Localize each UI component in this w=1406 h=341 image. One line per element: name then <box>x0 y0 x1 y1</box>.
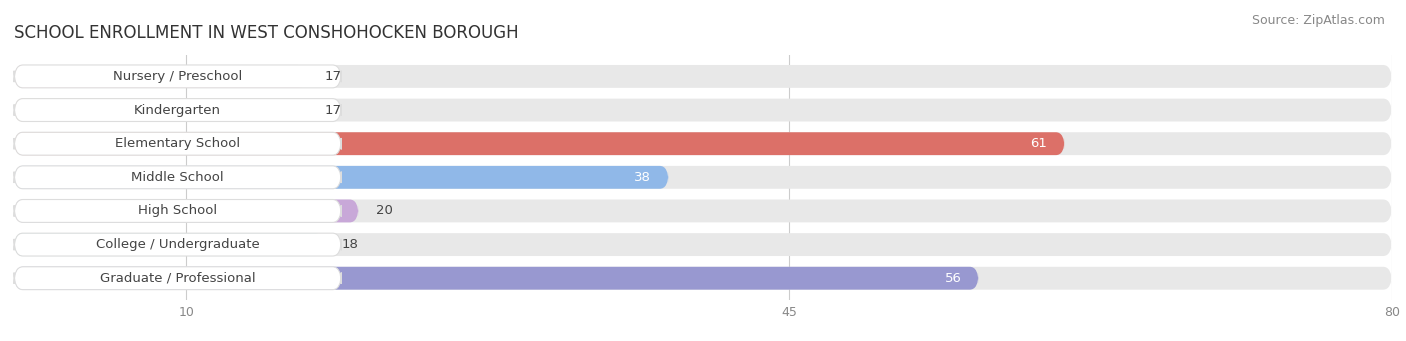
FancyBboxPatch shape <box>14 267 342 290</box>
Text: College / Undergraduate: College / Undergraduate <box>96 238 260 251</box>
FancyBboxPatch shape <box>14 267 979 290</box>
FancyBboxPatch shape <box>14 199 1392 222</box>
FancyBboxPatch shape <box>14 199 359 222</box>
FancyBboxPatch shape <box>14 99 1392 121</box>
FancyBboxPatch shape <box>14 233 1392 256</box>
FancyBboxPatch shape <box>14 166 342 189</box>
Text: Nursery / Preschool: Nursery / Preschool <box>112 70 242 83</box>
FancyBboxPatch shape <box>14 65 307 88</box>
Text: 56: 56 <box>945 272 962 285</box>
Text: Kindergarten: Kindergarten <box>134 104 221 117</box>
Text: 17: 17 <box>325 70 342 83</box>
Text: Graduate / Professional: Graduate / Professional <box>100 272 256 285</box>
FancyBboxPatch shape <box>14 132 1064 155</box>
FancyBboxPatch shape <box>14 65 342 88</box>
Text: 61: 61 <box>1031 137 1047 150</box>
Text: Elementary School: Elementary School <box>115 137 240 150</box>
Text: Source: ZipAtlas.com: Source: ZipAtlas.com <box>1251 14 1385 27</box>
FancyBboxPatch shape <box>14 199 342 222</box>
FancyBboxPatch shape <box>14 166 1392 189</box>
Text: 18: 18 <box>342 238 359 251</box>
FancyBboxPatch shape <box>14 233 342 256</box>
Text: 38: 38 <box>634 171 651 184</box>
Text: High School: High School <box>138 205 218 218</box>
Text: SCHOOL ENROLLMENT IN WEST CONSHOHOCKEN BOROUGH: SCHOOL ENROLLMENT IN WEST CONSHOHOCKEN B… <box>14 24 519 42</box>
Text: 20: 20 <box>375 205 392 218</box>
FancyBboxPatch shape <box>14 65 1392 88</box>
FancyBboxPatch shape <box>14 132 1392 155</box>
FancyBboxPatch shape <box>14 99 342 121</box>
Text: 17: 17 <box>325 104 342 117</box>
FancyBboxPatch shape <box>14 99 307 121</box>
Text: Middle School: Middle School <box>131 171 224 184</box>
FancyBboxPatch shape <box>14 166 669 189</box>
FancyBboxPatch shape <box>14 132 342 155</box>
FancyBboxPatch shape <box>14 233 325 256</box>
FancyBboxPatch shape <box>14 267 1392 290</box>
